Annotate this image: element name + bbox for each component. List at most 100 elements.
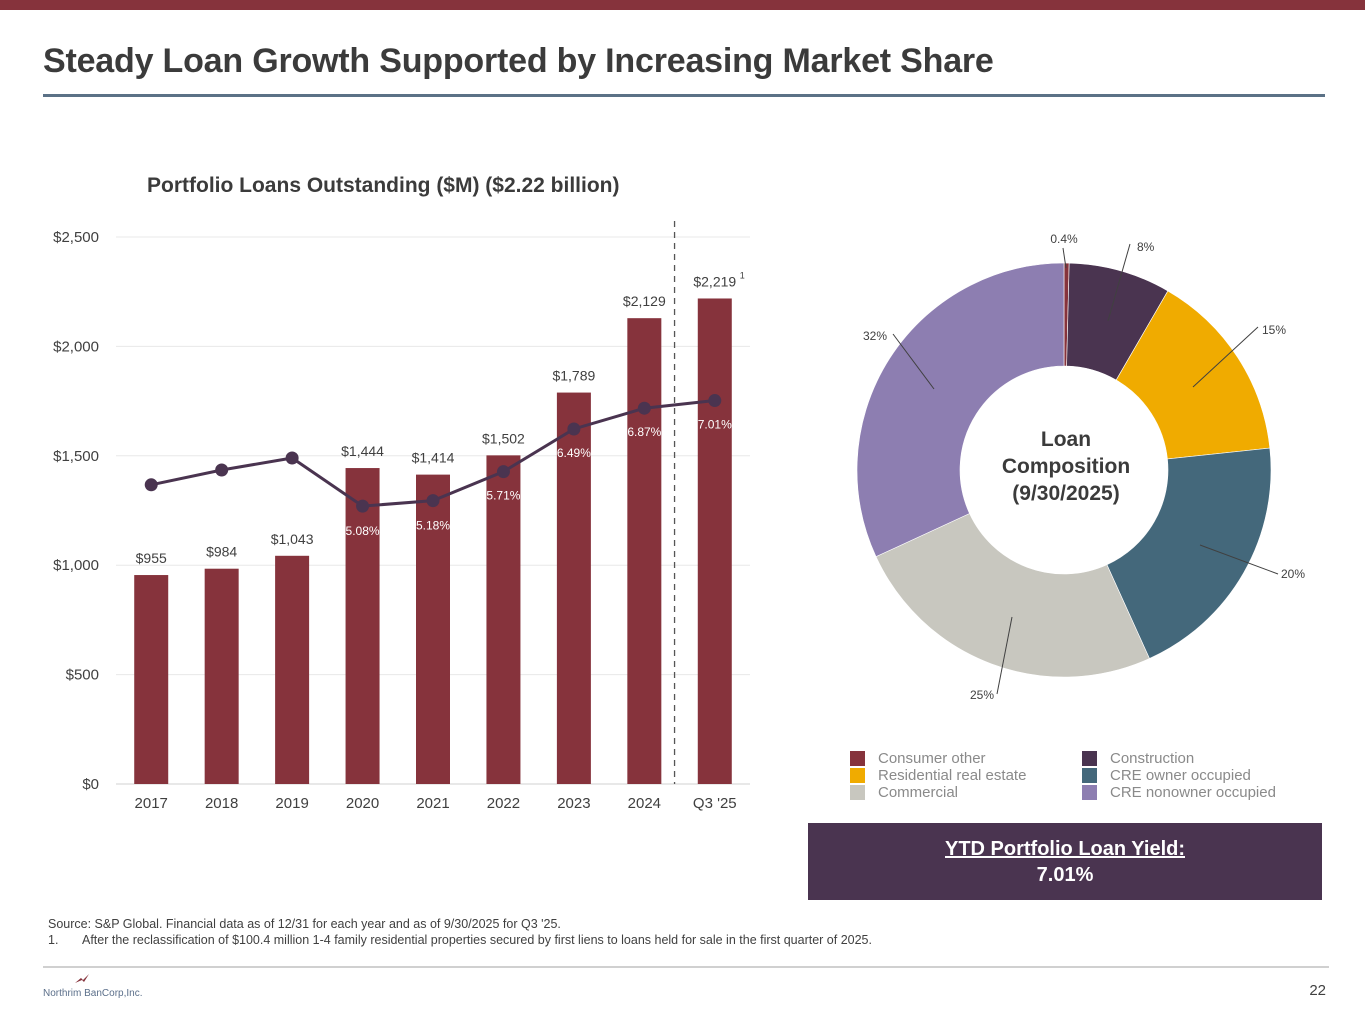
legend-swatch (1082, 751, 1097, 766)
bar (556, 392, 591, 784)
x-tick-label: 2021 (416, 795, 449, 812)
bar-value-label: $1,043 (271, 531, 314, 547)
slice-leader-line (1107, 243, 1131, 322)
bar (416, 474, 450, 784)
legend-swatch (1082, 785, 1097, 800)
bar (204, 568, 239, 784)
logo-bird-icon (75, 974, 89, 983)
yield-label: 7.01% (698, 418, 732, 432)
yield-label: 5.74% (205, 487, 239, 501)
page-title: Steady Loan Growth Supported by Increasi… (43, 42, 994, 80)
legend-label: Commercial (878, 784, 959, 801)
donut-slice (856, 262, 1065, 558)
bar (275, 555, 310, 784)
slice-pct-label: 0.4% (1050, 232, 1078, 246)
yield-label: 6.87% (627, 425, 661, 439)
x-tick-label: 2017 (135, 795, 168, 812)
legend-label: CRE owner occupied (1110, 767, 1251, 784)
source-note: Source: S&P Global. Financial data as of… (48, 917, 561, 931)
donut-center-label: Loan Composition (9/30/2025) (966, 426, 1166, 507)
bar-value-label: $1,789 (552, 368, 595, 384)
x-tick-label: 2022 (487, 795, 520, 812)
yield-point (285, 451, 299, 465)
legend-swatch (1082, 768, 1097, 783)
top-accent-bar (0, 0, 1365, 10)
slice-pct-label: 8% (1137, 240, 1155, 254)
donut-slice (1115, 290, 1271, 460)
footnote-marker: 1 (740, 270, 745, 280)
y-tick-label: $2,500 (53, 229, 99, 246)
slice-leader-line (1192, 326, 1259, 388)
y-tick-label: $0 (82, 776, 99, 793)
legend-swatch (850, 785, 865, 800)
ytd-yield-box: YTD Portfolio Loan Yield: 7.01% (808, 823, 1322, 900)
slice-leader-line (1199, 544, 1279, 575)
yield-point (215, 463, 229, 477)
logo-text: Northrim BanCorp,Inc. (43, 988, 143, 999)
footer-divider (43, 966, 1329, 968)
x-tick-label: 2023 (557, 795, 590, 812)
y-tick-label: $500 (66, 667, 99, 684)
yield-point (708, 394, 722, 408)
slice-pct-label: 20% (1281, 567, 1305, 581)
legend-swatch (850, 768, 865, 783)
x-tick-label: Q3 '25 (693, 795, 737, 812)
donut-center-line3: (9/30/2025) (1012, 482, 1120, 505)
yield-point (144, 478, 158, 492)
slice-leader-line (892, 333, 935, 390)
bar-value-label: $984 (206, 544, 237, 560)
footnote-1: 1. After the reclassification of $100.4 m… (48, 932, 872, 948)
bar (345, 468, 380, 784)
slice-pct-label: 25% (970, 688, 994, 702)
yield-point (426, 494, 440, 508)
bar-chart-title: Portfolio Loans Outstanding ($M) ($2.22 … (147, 174, 620, 197)
bar (134, 575, 169, 784)
footnotes: Source: S&P Global. Financial data as of… (48, 916, 872, 948)
donut-slice (875, 513, 1150, 678)
yield-label: 5.47% (134, 503, 168, 517)
y-tick-label: $1,000 (53, 557, 99, 574)
bar (697, 298, 732, 784)
donut-slice (1106, 447, 1272, 659)
yield-label: 5.96% (275, 475, 309, 489)
yield-point (356, 499, 370, 513)
bar (627, 318, 662, 784)
bar-value-label: $1,502 (482, 430, 525, 446)
page-number: 22 (1309, 982, 1326, 999)
footnote-number: 1. (48, 933, 59, 947)
x-tick-label: 2019 (275, 795, 308, 812)
yield-label: 5.71% (486, 489, 520, 503)
bar-value-label: $955 (136, 550, 167, 566)
donut-center-line2: Composition (1001, 455, 1131, 478)
yield-label: 5.18% (416, 519, 450, 533)
legend-label: Construction (1110, 750, 1195, 767)
x-tick-label: 2024 (628, 795, 661, 812)
yield-point (567, 422, 581, 436)
bar-value-label: $2,129 (623, 293, 666, 309)
x-tick-label: 2018 (205, 795, 238, 812)
donut-center-line1: Loan (1040, 428, 1092, 451)
slice-pct-label: 15% (1262, 323, 1286, 337)
yield-point (637, 401, 651, 415)
slice-leader-line (1062, 247, 1067, 269)
x-tick-label: 2020 (346, 795, 379, 812)
slice-leader-line (996, 616, 1013, 695)
yield-label: 6.49% (557, 446, 591, 460)
legend-swatch (850, 751, 865, 766)
yield-point (496, 465, 510, 479)
slice-pct-label: 32% (863, 329, 887, 343)
bar-value-label: $1,444 (341, 443, 384, 459)
bar (486, 455, 521, 784)
footnote-text: After the reclassification of $100.4 mil… (82, 933, 872, 947)
y-tick-label: $2,000 (53, 338, 99, 355)
y-tick-label: $1,500 (53, 448, 99, 465)
ytd-yield-value: 7.01% (1036, 864, 1094, 886)
bar-value-label: $1,414 (412, 450, 455, 466)
legend-label: Consumer other (878, 750, 986, 767)
legend-label: CRE nonowner occupied (1110, 784, 1276, 801)
ytd-yield-label: YTD Portfolio Loan Yield: (945, 838, 1185, 860)
legend-label: Residential real estate (878, 767, 1027, 784)
bar-value-label: $2,219 (693, 273, 736, 289)
